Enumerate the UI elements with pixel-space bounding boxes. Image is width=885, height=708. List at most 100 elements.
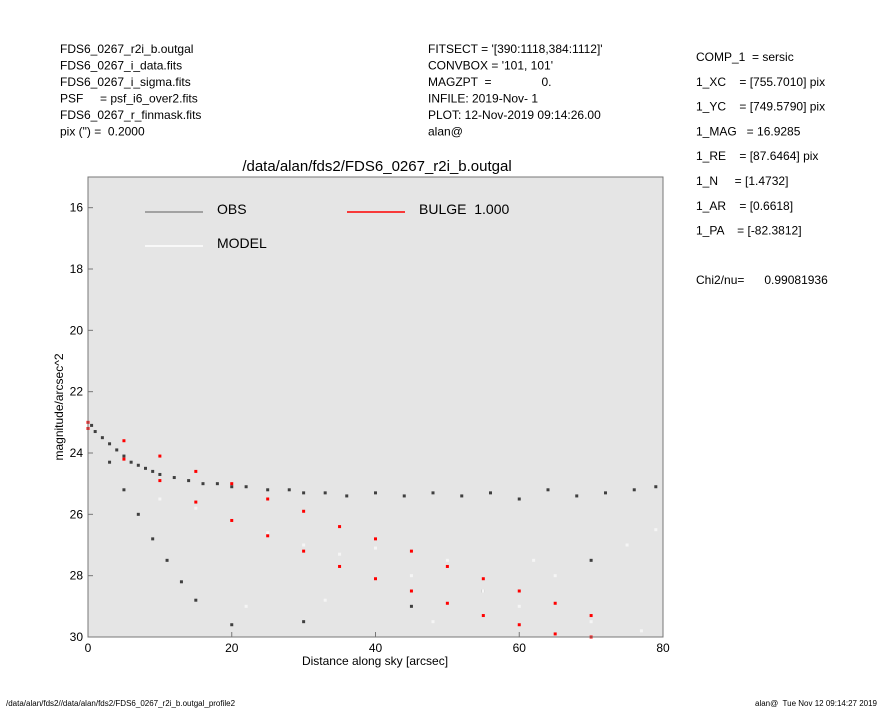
data-point [302,543,306,547]
data-point [194,469,198,473]
data-point [481,614,485,618]
y-axis-label: magnitude/arcsec^2 [52,353,66,460]
data-point [489,491,492,495]
data-point [374,577,377,581]
data-point [136,463,140,467]
data-point [409,549,413,553]
data-point [604,491,607,495]
data-point [546,488,550,492]
data-point [409,604,413,608]
header-middle-line: alan@ [428,125,463,139]
data-point [122,457,126,461]
data-point [230,518,234,522]
data-point [532,558,536,562]
data-point [194,598,198,602]
data-point [338,564,342,568]
y-tick-label: 30 [70,630,84,644]
legend-label: OBS [217,201,247,217]
header-middle-line: PLOT: 12-Nov-2019 09:14:26.00 [428,108,601,122]
data-point [374,546,377,550]
data-point [460,494,464,498]
x-tick-label: 60 [513,641,527,655]
data-point [445,558,449,562]
data-point [158,479,162,483]
data-point [266,497,270,501]
data-point [122,454,126,458]
legend-label: MODEL [217,235,267,251]
data-point [575,494,579,498]
data-point [445,564,449,568]
data-point [172,476,176,480]
data-point [129,460,133,464]
data-point [431,491,435,495]
header-middle-line: MAGZPT = 0. [428,75,551,89]
data-point [230,485,234,489]
data-point [187,479,191,483]
data-point [244,485,248,489]
fit-parameter: 1_PA = [-82.3812] [696,224,802,238]
data-point [230,482,234,486]
data-point [338,552,342,556]
x-tick-label: 80 [656,641,670,655]
data-point [625,543,629,547]
data-point [287,488,291,492]
x-tick-label: 0 [85,641,92,655]
data-point [100,436,104,440]
header-left-line: pix (") = 0.2000 [60,125,145,139]
footer-right: alan@ Tue Nov 12 09:14:27 2019 [755,699,878,708]
data-point [266,531,270,535]
fit-parameter: 1_MAG = 16.9285 [696,124,801,138]
data-point [179,580,183,584]
data-point [553,601,557,605]
data-point [158,497,162,501]
data-point [122,439,126,443]
data-point [194,500,198,504]
data-point [115,448,119,452]
fit-parameter: 1_YC = [749.5790] pix [696,100,825,114]
data-point [632,488,636,492]
data-point [589,620,593,624]
data-point [431,620,435,624]
data-point [302,491,306,495]
data-point [481,589,485,593]
footer-left: /data/alan/fds2//data/alan/fds2/FDS6_026… [6,699,236,708]
header-left-line: FDS6_0267_i_sigma.fits [60,75,191,89]
y-tick-label: 18 [70,262,84,276]
data-point [144,466,147,470]
data-point [93,430,97,434]
data-point [374,491,377,495]
y-tick-label: 24 [70,446,84,460]
data-point [639,629,643,633]
data-point [266,488,270,492]
header-left-line: FDS6_0267_r_finmask.fits [60,108,201,122]
y-tick-label: 20 [70,323,84,337]
data-point [409,574,413,578]
data-point [108,460,112,464]
x-tick-label: 20 [225,641,239,655]
y-tick-label: 16 [70,201,84,215]
data-point [302,509,306,513]
data-point [158,454,162,458]
data-point [409,589,413,593]
data-point [201,482,205,486]
data-point [244,604,248,608]
data-point [266,534,270,538]
data-point [445,601,449,605]
data-point [517,497,521,501]
chi2: Chi2/nu= 0.99081936 [696,273,828,287]
data-point [374,537,377,541]
data-point [230,623,234,627]
fit-parameter: 1_XC = [755.7010] pix [696,75,825,89]
data-point [136,512,140,516]
data-point [194,506,198,510]
legend-label: BULGE 1.000 [419,201,509,217]
fit-parameter: 1_N = [1.4732] [696,174,788,188]
data-point [402,494,406,498]
y-tick-label: 26 [70,507,84,521]
header-left-line: FDS6_0267_r2i_b.outgal [60,42,193,56]
header-left-line: PSF = psf_i6_over2.fits [60,92,198,106]
data-point [345,494,349,498]
header-middle-line: CONVBOX = '101, 101' [428,59,553,73]
header-middle-line: FITSECT = '[390:1118,384:1112]' [428,42,603,56]
